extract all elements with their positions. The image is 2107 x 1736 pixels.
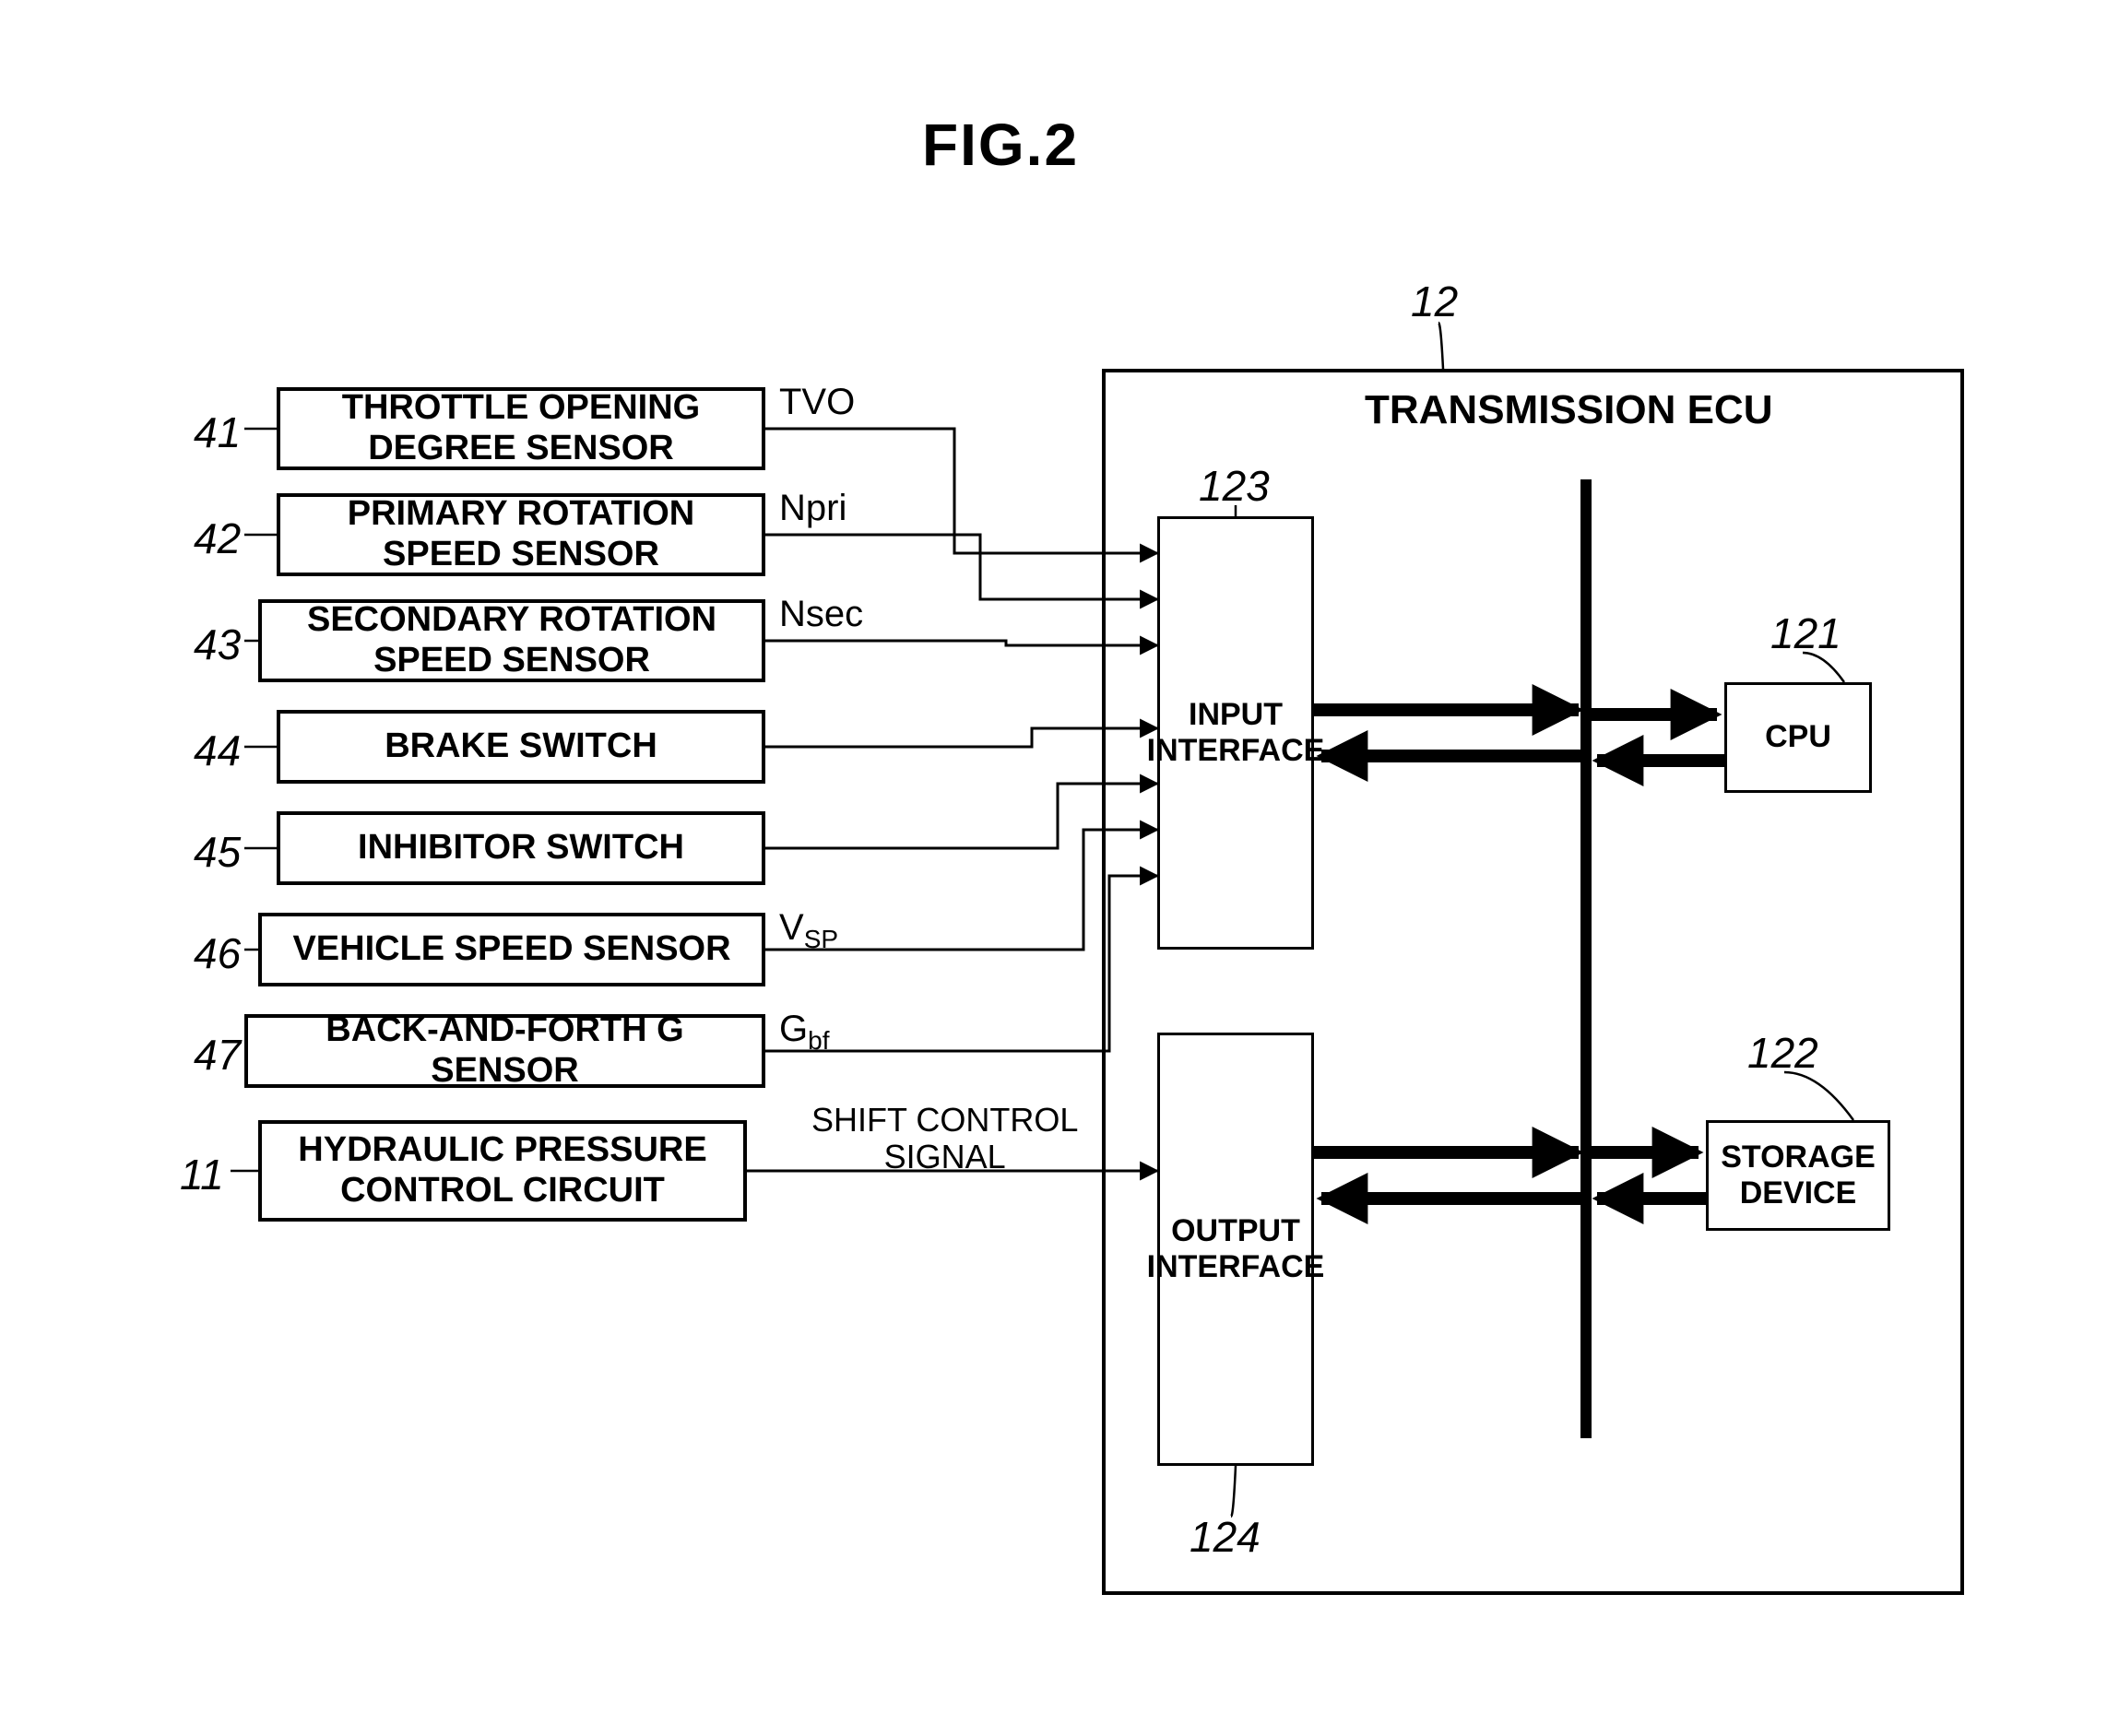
- ref-label-brake: 44: [194, 726, 241, 775]
- ref-label-hydraulic: 11: [180, 1150, 224, 1199]
- cpu-box: CPU: [1724, 682, 1872, 793]
- sensor-box-secondary: SECONDARY ROTATIONSPEED SENSOR: [258, 599, 765, 682]
- signal-label-gsensor: Gbf: [779, 1009, 829, 1056]
- diagram-canvas: FIG.2 41 THROTTLE OPENINGDEGREE SENSOR TVO 4…: [0, 0, 2107, 1736]
- lead-ecu: [1438, 323, 1443, 369]
- sensor-box-throttle: THROTTLE OPENINGDEGREE SENSOR: [277, 387, 765, 470]
- signal-label-throttle: TVO: [779, 382, 855, 423]
- sensor-box-inhibitor: INHIBITOR SWITCH: [277, 811, 765, 885]
- ref-label-throttle: 41: [194, 407, 241, 457]
- sensor-box-vspeed: VEHICLE SPEED SENSOR: [258, 913, 765, 986]
- wire-brake: [765, 728, 1157, 747]
- wire-primary: [765, 535, 1157, 599]
- signal-label-primary: Npri: [779, 488, 846, 529]
- hydraulic-box: HYDRAULIC PRESSURECONTROL CIRCUIT: [258, 1120, 747, 1222]
- signal-label-vspeed: VSP: [779, 907, 838, 954]
- ref-label-ecu: 12: [1411, 277, 1458, 326]
- sensor-box-gsensor: BACK-AND-FORTH G SENSOR: [244, 1014, 765, 1088]
- input-interface-box: INPUTINTERFACE: [1157, 516, 1314, 950]
- sensor-box-primary: PRIMARY ROTATIONSPEED SENSOR: [277, 493, 765, 576]
- output-interface-box: OUTPUTINTERFACE: [1157, 1033, 1314, 1466]
- ref-label-gsensor: 47: [194, 1030, 241, 1080]
- ecu-title: TRANSMISSION ECU: [1365, 387, 1772, 433]
- ref-label-inhibitor: 45: [194, 827, 241, 877]
- ref-label-secondary: 43: [194, 620, 241, 669]
- signal-label-secondary: Nsec: [779, 594, 863, 635]
- ref-label-primary: 42: [194, 514, 241, 563]
- sensor-box-brake: BRAKE SWITCH: [277, 710, 765, 784]
- storage-device-box: STORAGEDEVICE: [1706, 1120, 1890, 1231]
- shift-control-signal-label: SHIFT CONTROLSIGNAL: [811, 1102, 1078, 1175]
- ref-label-output-interface: 124: [1190, 1512, 1261, 1562]
- wire-inhibitor: [765, 784, 1157, 848]
- ref-label-input-interface: 123: [1199, 461, 1270, 511]
- ref-label-cpu: 121: [1770, 608, 1841, 658]
- ref-label-vspeed: 46: [194, 928, 241, 978]
- figure-title: FIG.2: [922, 111, 1079, 179]
- ref-label-storage-device: 122: [1747, 1028, 1818, 1078]
- wire-secondary: [765, 641, 1157, 645]
